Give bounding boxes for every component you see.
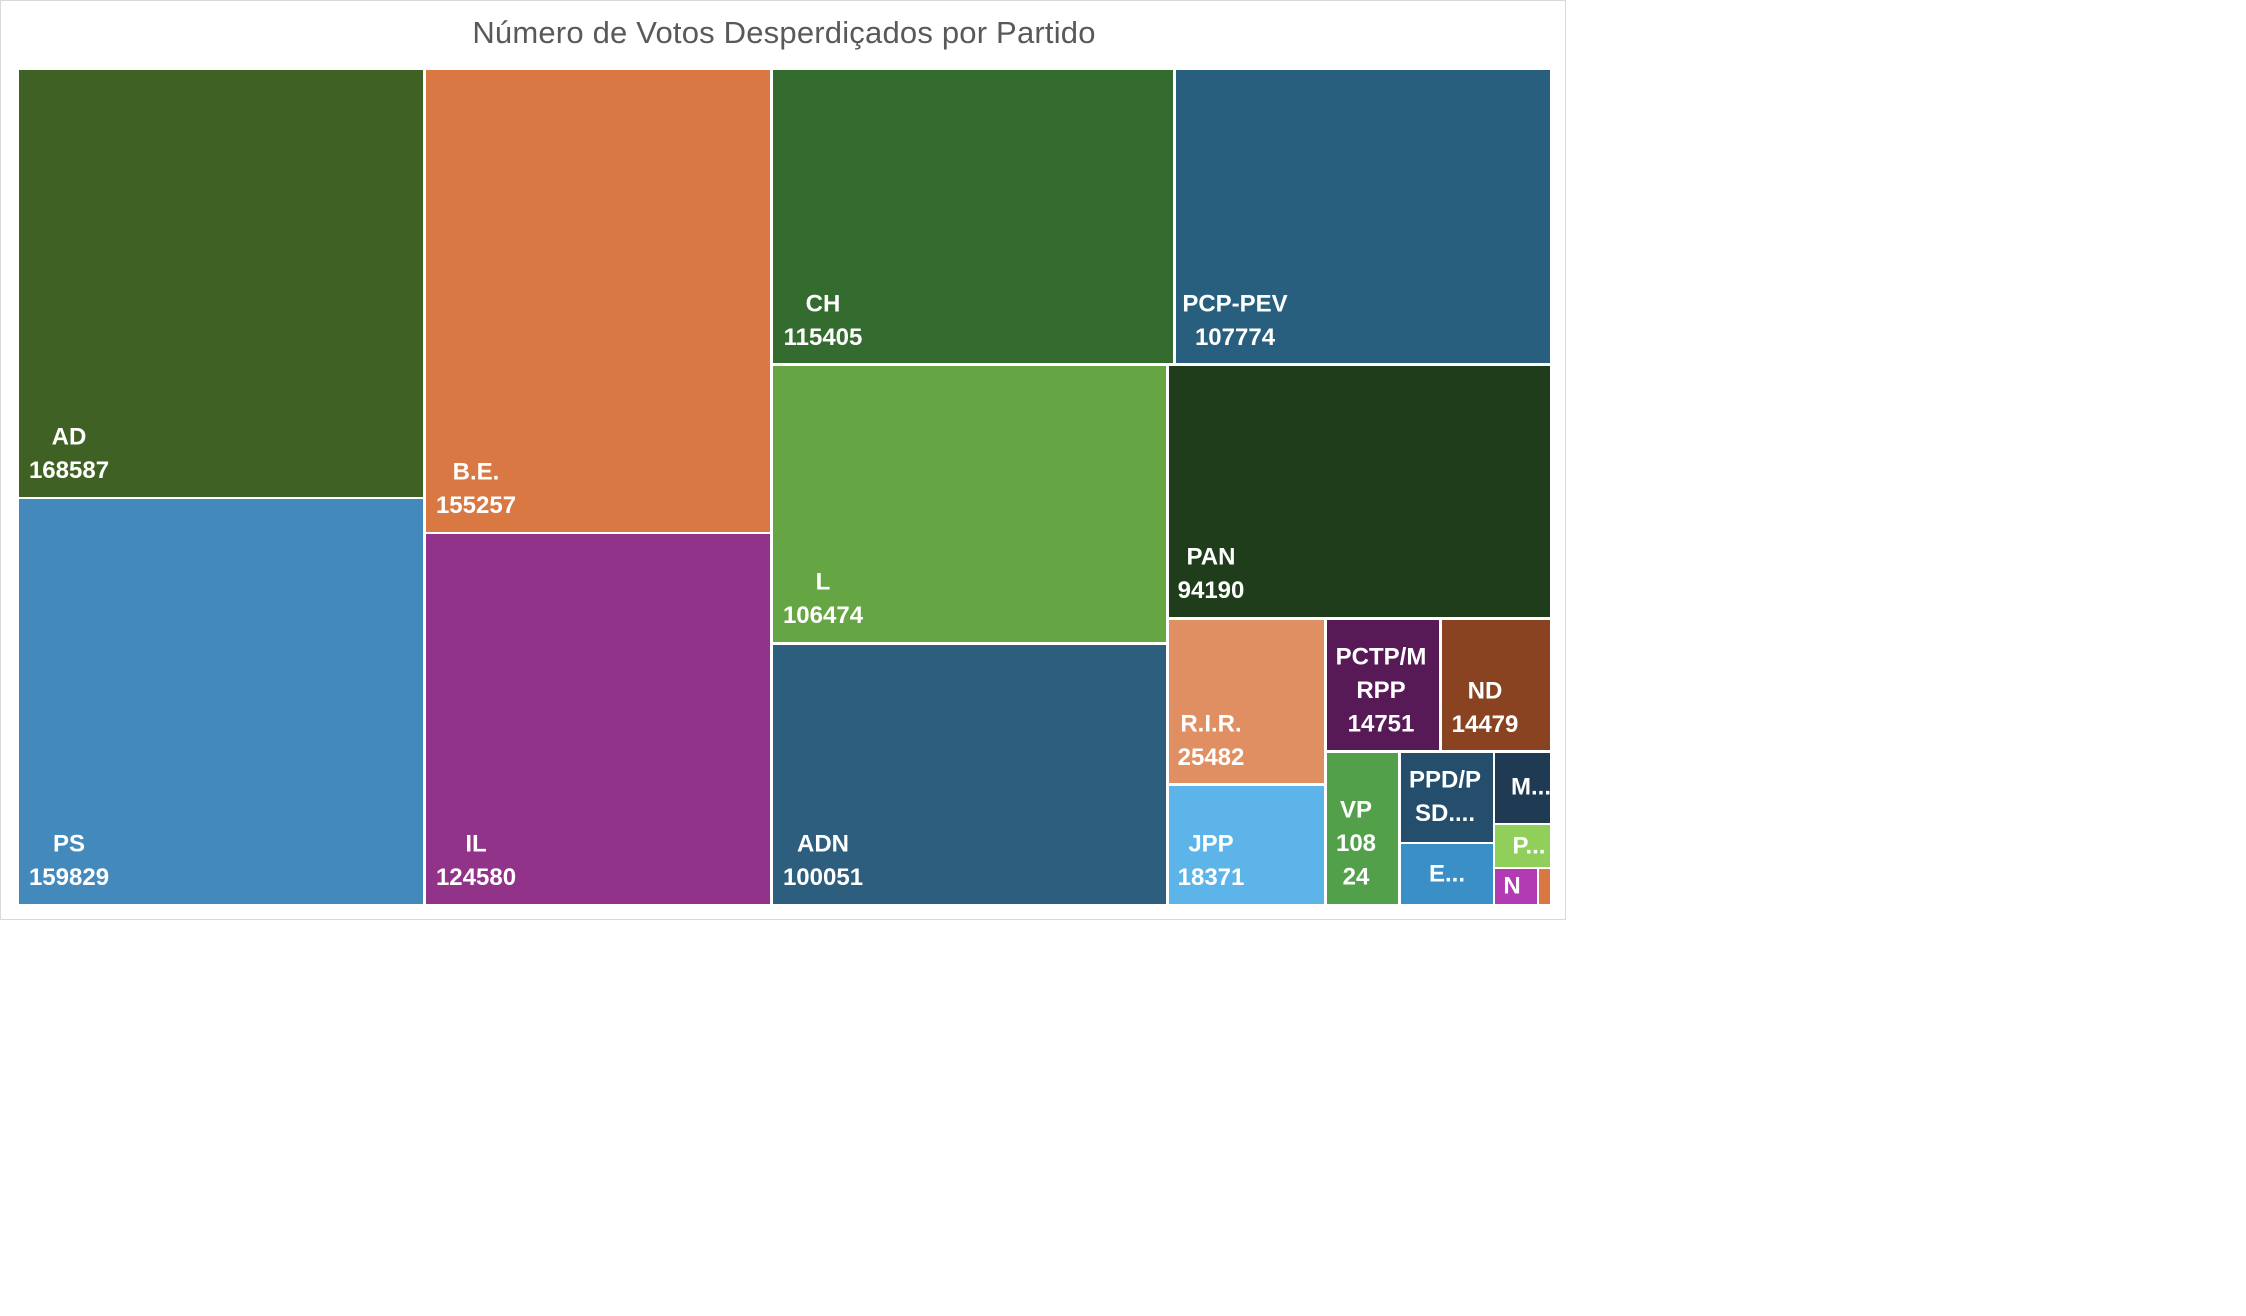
treemap-label-p-0: P... — [1513, 832, 1546, 859]
treemap-label-jpp-0: JPP — [1188, 830, 1233, 857]
treemap-label-pan-0: PAN — [1187, 543, 1236, 570]
treemap-tile-ad — [19, 70, 423, 497]
treemap-tile-p — [1495, 825, 1550, 867]
treemap-label-nd-0: ND — [1468, 677, 1503, 704]
treemap-tile-r-i-r — [1169, 620, 1324, 783]
treemap-label-adn-1: 100051 — [783, 864, 863, 891]
treemap-label-pctp-mrpp-2: 14751 — [1348, 711, 1415, 738]
treemap-label-r-i-r-1: 25482 — [1178, 744, 1245, 771]
treemap-label-pctp-mrpp-1: RPP — [1356, 677, 1405, 704]
treemap-label-ch-1: 115405 — [784, 324, 863, 351]
treemap-label-vp-2: 24 — [1343, 864, 1370, 891]
treemap-tile-ch — [773, 70, 1173, 363]
treemap-label-vp-0: VP — [1340, 796, 1372, 823]
treemap-label-vp-1: 108 — [1336, 830, 1376, 857]
treemap-label-il-1: 124580 — [436, 864, 516, 891]
treemap-tile-l — [773, 366, 1166, 642]
treemap-tile-il — [426, 534, 770, 904]
treemap-label-n-0: N — [1503, 872, 1520, 899]
treemap-label-ppd-psd-1: SD.... — [1415, 800, 1475, 827]
treemap-label-b-e-0: B.E. — [453, 458, 500, 485]
treemap-tile-ppd-psd — [1401, 753, 1493, 842]
treemap-tile-n — [1495, 869, 1537, 904]
chart-title: Número de Votos Desperdiçados por Partid… — [472, 15, 1096, 50]
treemap-label-ad-0: AD — [52, 423, 87, 450]
treemap-label-ppd-psd-0: PPD/P — [1409, 766, 1481, 793]
treemap-label-nd-1: 14479 — [1452, 711, 1519, 738]
treemap-tile-jpp — [1169, 786, 1324, 904]
treemap-tile-e — [1401, 844, 1493, 904]
treemap-tile-small — [1539, 869, 1550, 904]
treemap-label-il-0: IL — [465, 830, 486, 857]
treemap-tile-adn — [773, 645, 1166, 904]
treemap-label-r-i-r-0: R.I.R. — [1180, 710, 1241, 737]
treemap-tile-pan — [1169, 366, 1550, 617]
treemap-label-ad-1: 168587 — [29, 457, 109, 484]
treemap-label-l-1: 106474 — [783, 602, 864, 629]
treemap-label-ps-1: 159829 — [29, 864, 109, 891]
treemap-label-e-0: E... — [1429, 860, 1465, 887]
treemap-label-pctp-mrpp-0: PCTP/M — [1336, 643, 1427, 670]
treemap-tile-ps — [19, 499, 423, 904]
treemap-label-ps-0: PS — [53, 830, 85, 857]
treemap-label-ch-0: CH — [806, 290, 841, 317]
treemap-tile-vp — [1327, 753, 1398, 904]
chart-frame: Número de Votos Desperdiçados por Partid… — [0, 0, 1566, 920]
treemap-chart: AD 168587 PS 159829 B.E. 155257 IL 124580 CH 1154… — [19, 70, 1551, 904]
treemap-label-pan-1: 94190 — [1178, 577, 1245, 604]
treemap-label-b-e-1: 155257 — [436, 492, 516, 519]
treemap-tile-pcp-pev — [1176, 70, 1550, 363]
treemap-label-m-0: M... — [1511, 773, 1551, 800]
treemap-tile-m — [1495, 753, 1550, 823]
treemap-label-pcp-pev-0: PCP-PEV — [1182, 290, 1287, 317]
treemap-label-pcp-pev-1: 107774 — [1195, 324, 1276, 351]
treemap-tile-b-e — [426, 70, 770, 532]
treemap-tile-pctp-mrpp — [1327, 620, 1439, 750]
treemap-label-l-0: L — [816, 568, 831, 595]
treemap-label-jpp-1: 18371 — [1178, 864, 1245, 891]
treemap-label-adn-0: ADN — [797, 830, 849, 857]
treemap-tile-nd — [1442, 620, 1550, 750]
